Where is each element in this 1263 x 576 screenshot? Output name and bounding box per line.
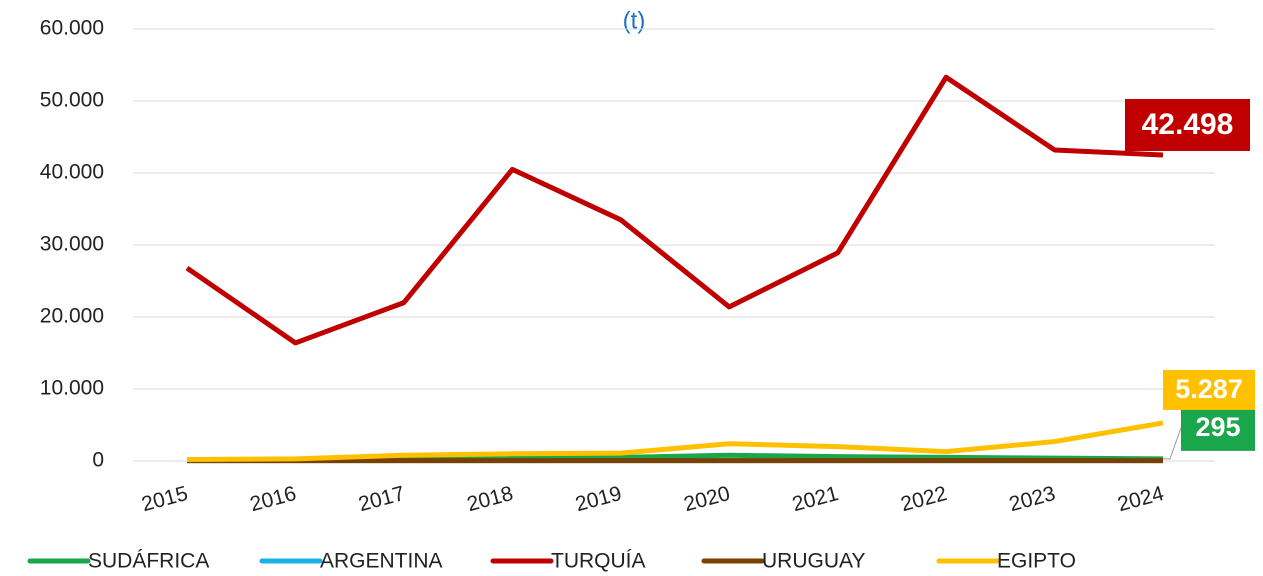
y-tick-label: 10.000 (40, 377, 104, 400)
leader-line (1163, 427, 1182, 460)
chart-title: (t) (623, 7, 646, 34)
series-line (185, 74, 1164, 346)
legend-label: EGIPTO (997, 550, 1076, 573)
x-tick-label: 2016 (248, 482, 299, 516)
x-tick-label: 2021 (790, 482, 841, 516)
y-tick-label: 0 (92, 449, 104, 472)
legend-label: URUGUAY (762, 550, 865, 573)
x-tick-label: 2015 (139, 482, 190, 516)
series-line (186, 420, 1164, 463)
legend-label: ARGENTINA (320, 550, 443, 573)
value-label-box (1181, 404, 1255, 451)
x-tick-label: 2022 (898, 482, 949, 516)
y-tick-label: 30.000 (40, 233, 104, 256)
x-tick-label: 2023 (1007, 482, 1058, 516)
x-tick-label: 2019 (573, 482, 624, 516)
value-label-box (1163, 369, 1255, 410)
x-tick-label: 2018 (465, 482, 516, 516)
y-tick-label: 60.000 (40, 17, 104, 40)
value-label: 295 (1195, 412, 1240, 442)
value-label-box (1125, 99, 1250, 152)
legend-label: TURQUÍA (551, 550, 646, 573)
legend-label: SUDÁFRICA (88, 550, 209, 573)
value-label: 42.498 (1142, 108, 1234, 141)
y-tick-label: 20.000 (40, 305, 104, 328)
x-tick-label: 2024 (1115, 482, 1166, 516)
y-tick-label: 40.000 (40, 161, 104, 184)
x-tick-label: 2020 (681, 482, 732, 516)
y-tick-label: 50.000 (40, 89, 104, 112)
value-label: 5.287 (1175, 374, 1243, 404)
x-tick-label: 2017 (356, 482, 407, 516)
